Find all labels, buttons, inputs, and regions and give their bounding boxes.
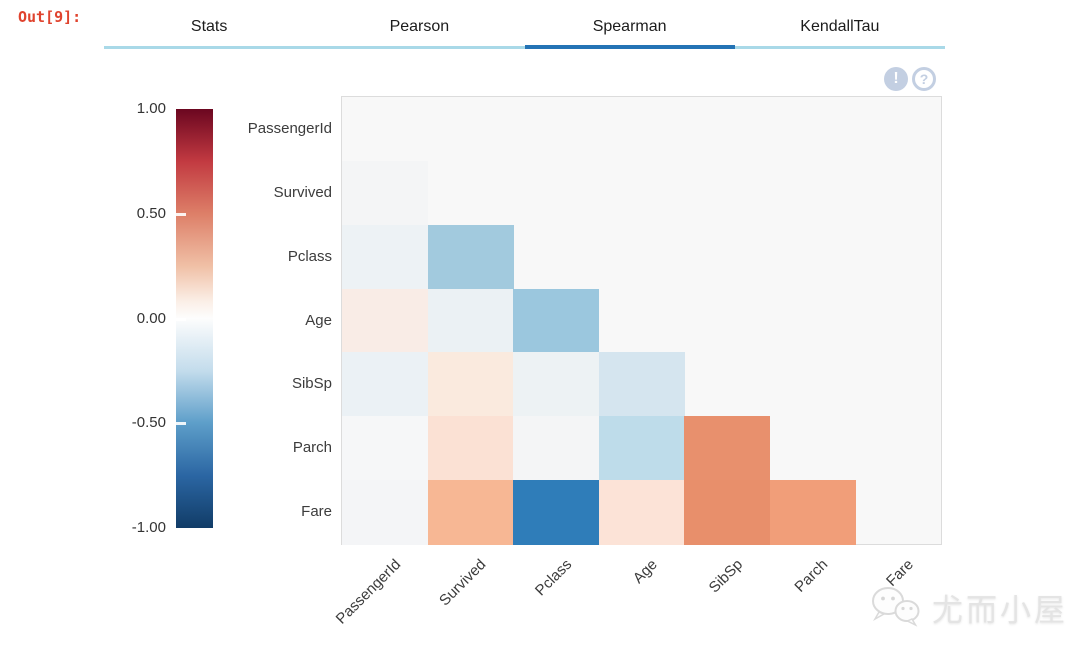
watermark: 尤而小屋 <box>868 584 1068 630</box>
y-axis-label-age: Age <box>305 311 332 329</box>
x-axis-label-sibsp: SibSp <box>705 556 747 597</box>
heatmap-cell-Fare-PassengerId <box>342 480 429 545</box>
tab-stats[interactable]: Stats <box>104 12 315 49</box>
y-axis-label-passengerid: PassengerId <box>247 119 332 137</box>
y-axis-label-pclass: Pclass <box>287 247 332 265</box>
colorbar-tick-label: 1.00 <box>136 100 166 117</box>
heatmap-cell-Age-Pclass <box>513 288 600 354</box>
y-axis-label-fare: Fare <box>301 503 332 521</box>
heatmap-cell-Parch-Survived <box>427 416 514 481</box>
tab-spearman[interactable]: Spearman <box>524 12 736 49</box>
heatmap-cell-SibSp-Age <box>598 352 685 417</box>
colorbar-tick-label: 0.50 <box>136 204 166 222</box>
x-axis-label-passengerid: PassengerId <box>332 556 404 628</box>
heatmap-plot-area[interactable] <box>341 96 942 545</box>
heatmap-cell-Fare-Survived <box>427 480 514 545</box>
heatmap-cell-Age-PassengerId <box>342 288 429 354</box>
x-axis-label-survived: Survived <box>436 556 490 610</box>
heatmap-cell-Parch-PassengerId <box>342 416 429 481</box>
heatmap-cell-SibSp-PassengerId <box>342 352 429 417</box>
colorbar-tick-mark <box>176 422 186 426</box>
heatmap-cell-SibSp-Pclass <box>513 352 600 417</box>
tab-kendalltau[interactable]: KendallTau <box>734 12 946 49</box>
insights-icon[interactable]: ! <box>884 67 908 91</box>
heatmap-cell-Parch-Pclass <box>513 416 600 481</box>
colorbar <box>176 109 213 528</box>
colorbar-tick-mark <box>176 212 186 216</box>
x-axis-label-pclass: Pclass <box>531 556 575 600</box>
heatmap-cell-Fare-Parch <box>769 480 856 545</box>
tab-pearson[interactable]: Pearson <box>314 12 525 49</box>
wechat-icon <box>872 587 920 627</box>
heatmap-cell-Fare-Age <box>598 480 685 545</box>
heatmap-cell-Parch-Age <box>598 416 685 481</box>
heatmap-cell-Fare-SibSp <box>684 480 771 545</box>
y-axis-label-parch: Parch <box>292 439 332 457</box>
heatmap-cell-Age-Survived <box>427 288 514 354</box>
tab-bar: Stats Pearson Spearman KendallTau <box>104 12 946 49</box>
x-axis-label-age: Age <box>629 556 661 587</box>
y-axis-label-sibsp: SibSp <box>291 375 332 393</box>
heatmap-cell-Fare-Pclass <box>513 480 600 545</box>
heatmap-cell-Pclass-Survived <box>427 224 514 290</box>
colorbar-tick-mark <box>176 317 186 321</box>
colorbar-tick-label: -0.50 <box>131 414 166 432</box>
output-prompt: Out[9]: <box>18 8 82 26</box>
heatmap-cell-Survived-PassengerId <box>342 160 429 226</box>
heatmap-cell-Parch-SibSp <box>684 416 771 481</box>
heatmap-cell-Pclass-PassengerId <box>342 224 429 290</box>
help-icon[interactable]: ? <box>912 67 936 91</box>
colorbar-tick-label: -1.00 <box>131 519 166 536</box>
watermark-text: 尤而小屋 <box>932 592 1068 628</box>
heatmap-cell-SibSp-Survived <box>427 352 514 417</box>
colorbar-tick-label: 0.00 <box>136 309 166 327</box>
y-axis-label-survived: Survived <box>273 183 332 201</box>
x-axis-label-parch: Parch <box>791 556 832 596</box>
